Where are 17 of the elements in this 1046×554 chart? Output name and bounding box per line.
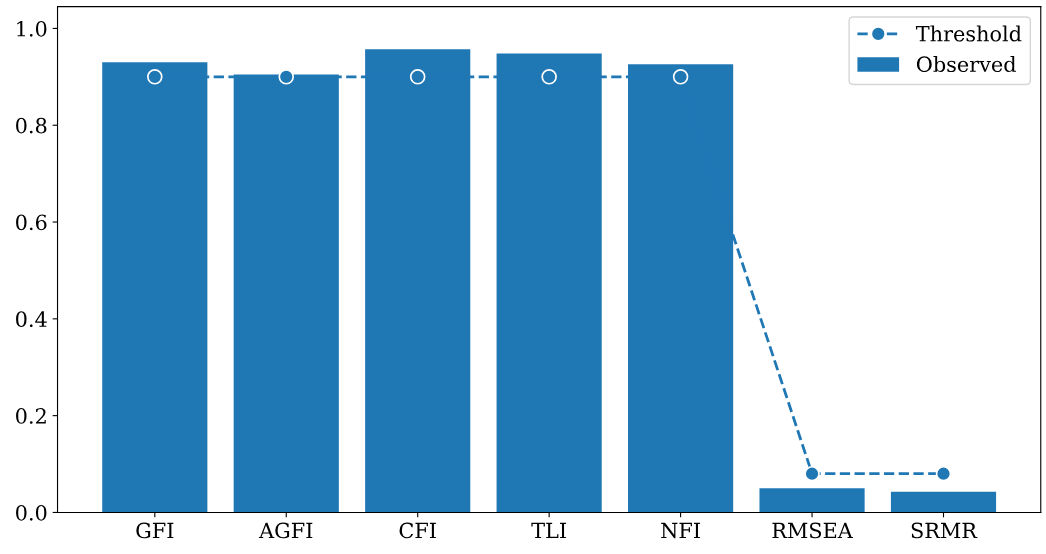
x-tick-label: GFI <box>136 522 174 539</box>
x-tick-label: CFI <box>399 522 436 539</box>
bar <box>890 491 997 513</box>
bar <box>759 488 865 513</box>
y-tick-label: 0.6 <box>16 214 47 231</box>
y-tick-label: 0.8 <box>16 117 47 134</box>
legend-label: Threshold <box>915 25 1022 42</box>
x-tick-label: SRMR <box>911 522 978 539</box>
x-tick-label: TLI <box>531 522 566 538</box>
y-tick-label: 0.0 <box>16 504 47 521</box>
x-tick-label: NFI <box>661 522 700 539</box>
y-tick-label: 0.4 <box>16 311 47 328</box>
x-tick-label: AGFI <box>258 522 313 539</box>
y-tick-label: 1.0 <box>17 20 47 37</box>
legend-label: Observed <box>916 55 1016 73</box>
y-tick-label: 0.2 <box>16 408 46 424</box>
x-tick-label: RMSEA <box>772 522 854 539</box>
